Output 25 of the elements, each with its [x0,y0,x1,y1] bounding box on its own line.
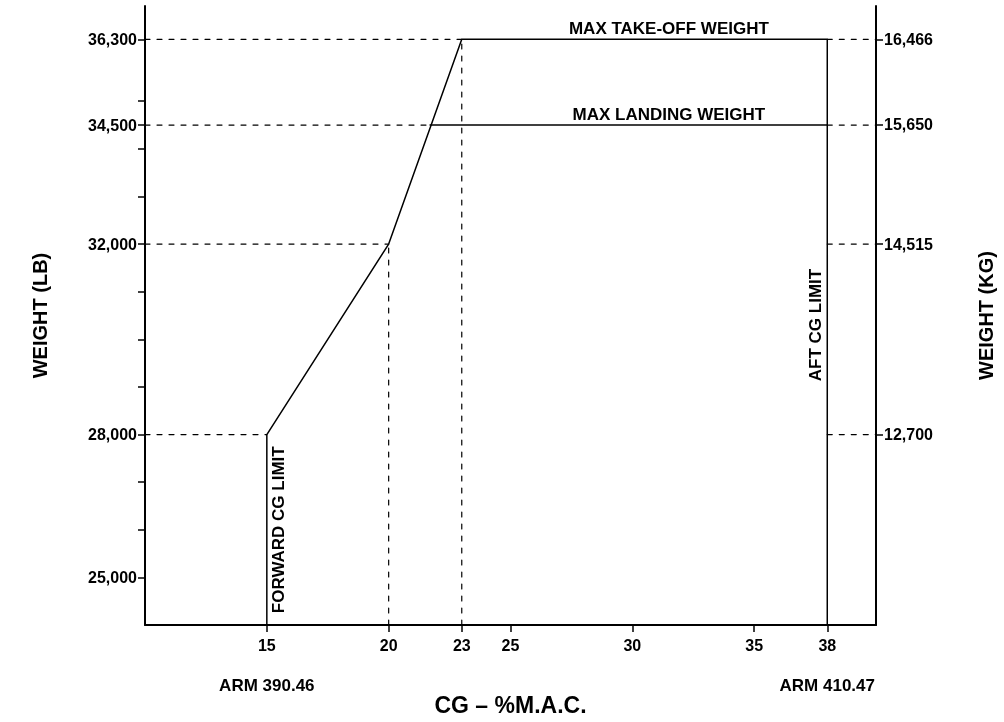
x-tick-label: 20 [379,636,398,654]
x-tick-label: 23 [452,636,471,654]
annotation: ARM 390.46 [219,676,315,695]
y2-tick-label: 15,650 [884,116,934,134]
x-tick-label: 35 [745,636,764,654]
x-tick-label: 15 [257,636,276,654]
x-tick-label: 30 [623,636,642,654]
annotation: AFT CG LIMIT [806,268,826,382]
y2-tick-label: 12,700 [884,426,934,444]
x-tick-label: 25 [501,636,520,654]
y2-axis-title: WEIGHT (KG) [975,251,997,380]
y2-tick-label: 16,466 [884,30,934,48]
y-axis-title: WEIGHT (LB) [29,252,51,379]
annotation: FORWARD CG LIMIT [268,445,288,614]
y2-tick-label: 14,515 [884,235,934,253]
y-tick-label: 34,500 [88,116,138,134]
y-tick-label: 32,000 [88,235,138,253]
annotation: ARM 410.47 [779,676,875,695]
x-tick-label: 38 [818,636,837,654]
annotation: MAX LANDING WEIGHT [572,105,766,125]
y-tick-label: 36,300 [88,30,138,48]
x-axis-title: CG – %M.A.C. [434,691,587,718]
y-tick-label: 25,000 [88,568,138,586]
annotation: MAX TAKE-OFF WEIGHT [568,19,770,39]
y-tick-label: 28,000 [88,426,138,444]
